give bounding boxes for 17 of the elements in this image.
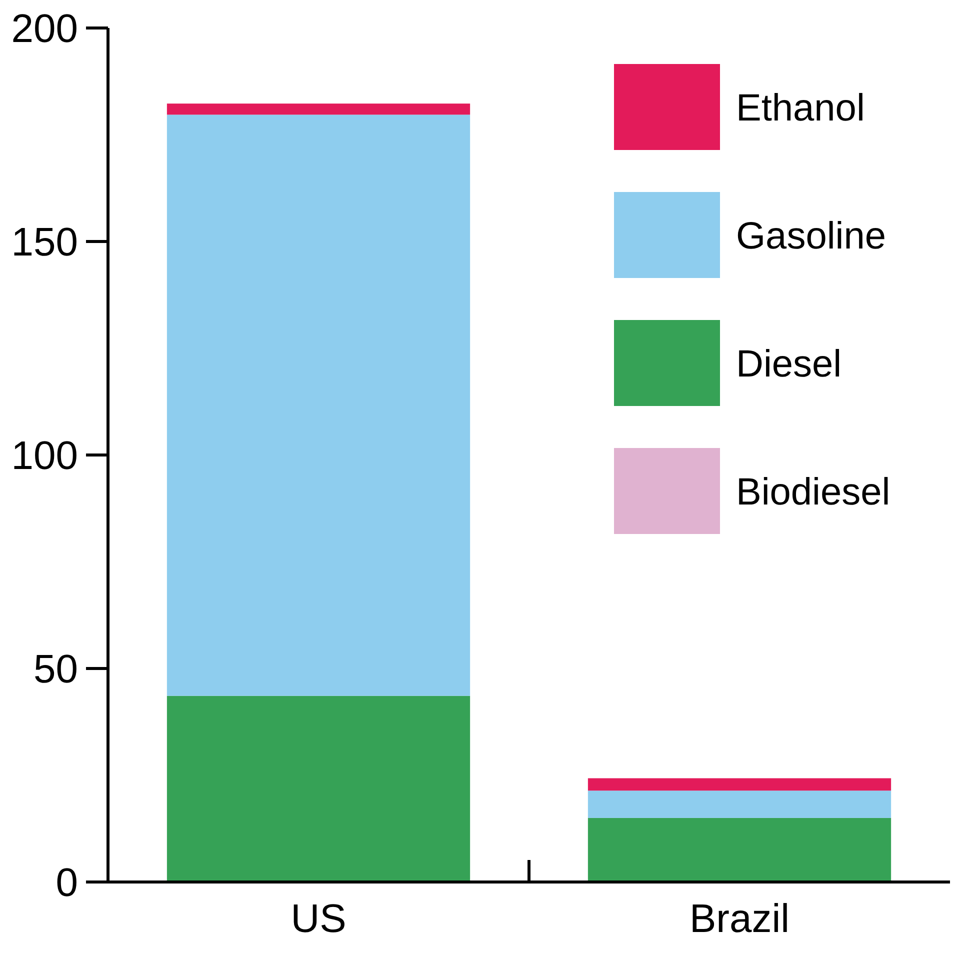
y-tick-label: 100 [11,434,78,478]
y-tick-label: 200 [11,7,78,51]
legend-label: Biodiesel [736,471,890,514]
bar [588,818,892,882]
bar [588,790,892,818]
x-tick-label: Brazil [689,897,790,941]
legend-label: Ethanol [736,87,865,130]
y-tick-label: 150 [11,220,78,264]
x-tick-label: US [290,897,346,941]
bar [166,114,470,696]
y-tick-label: 0 [56,861,78,905]
legend-label: Diesel [736,343,842,386]
bar [166,696,470,882]
y-tick-label: 50 [34,648,78,692]
bar [588,778,892,791]
legend-label: Gasoline [736,215,886,258]
bar [166,104,470,115]
